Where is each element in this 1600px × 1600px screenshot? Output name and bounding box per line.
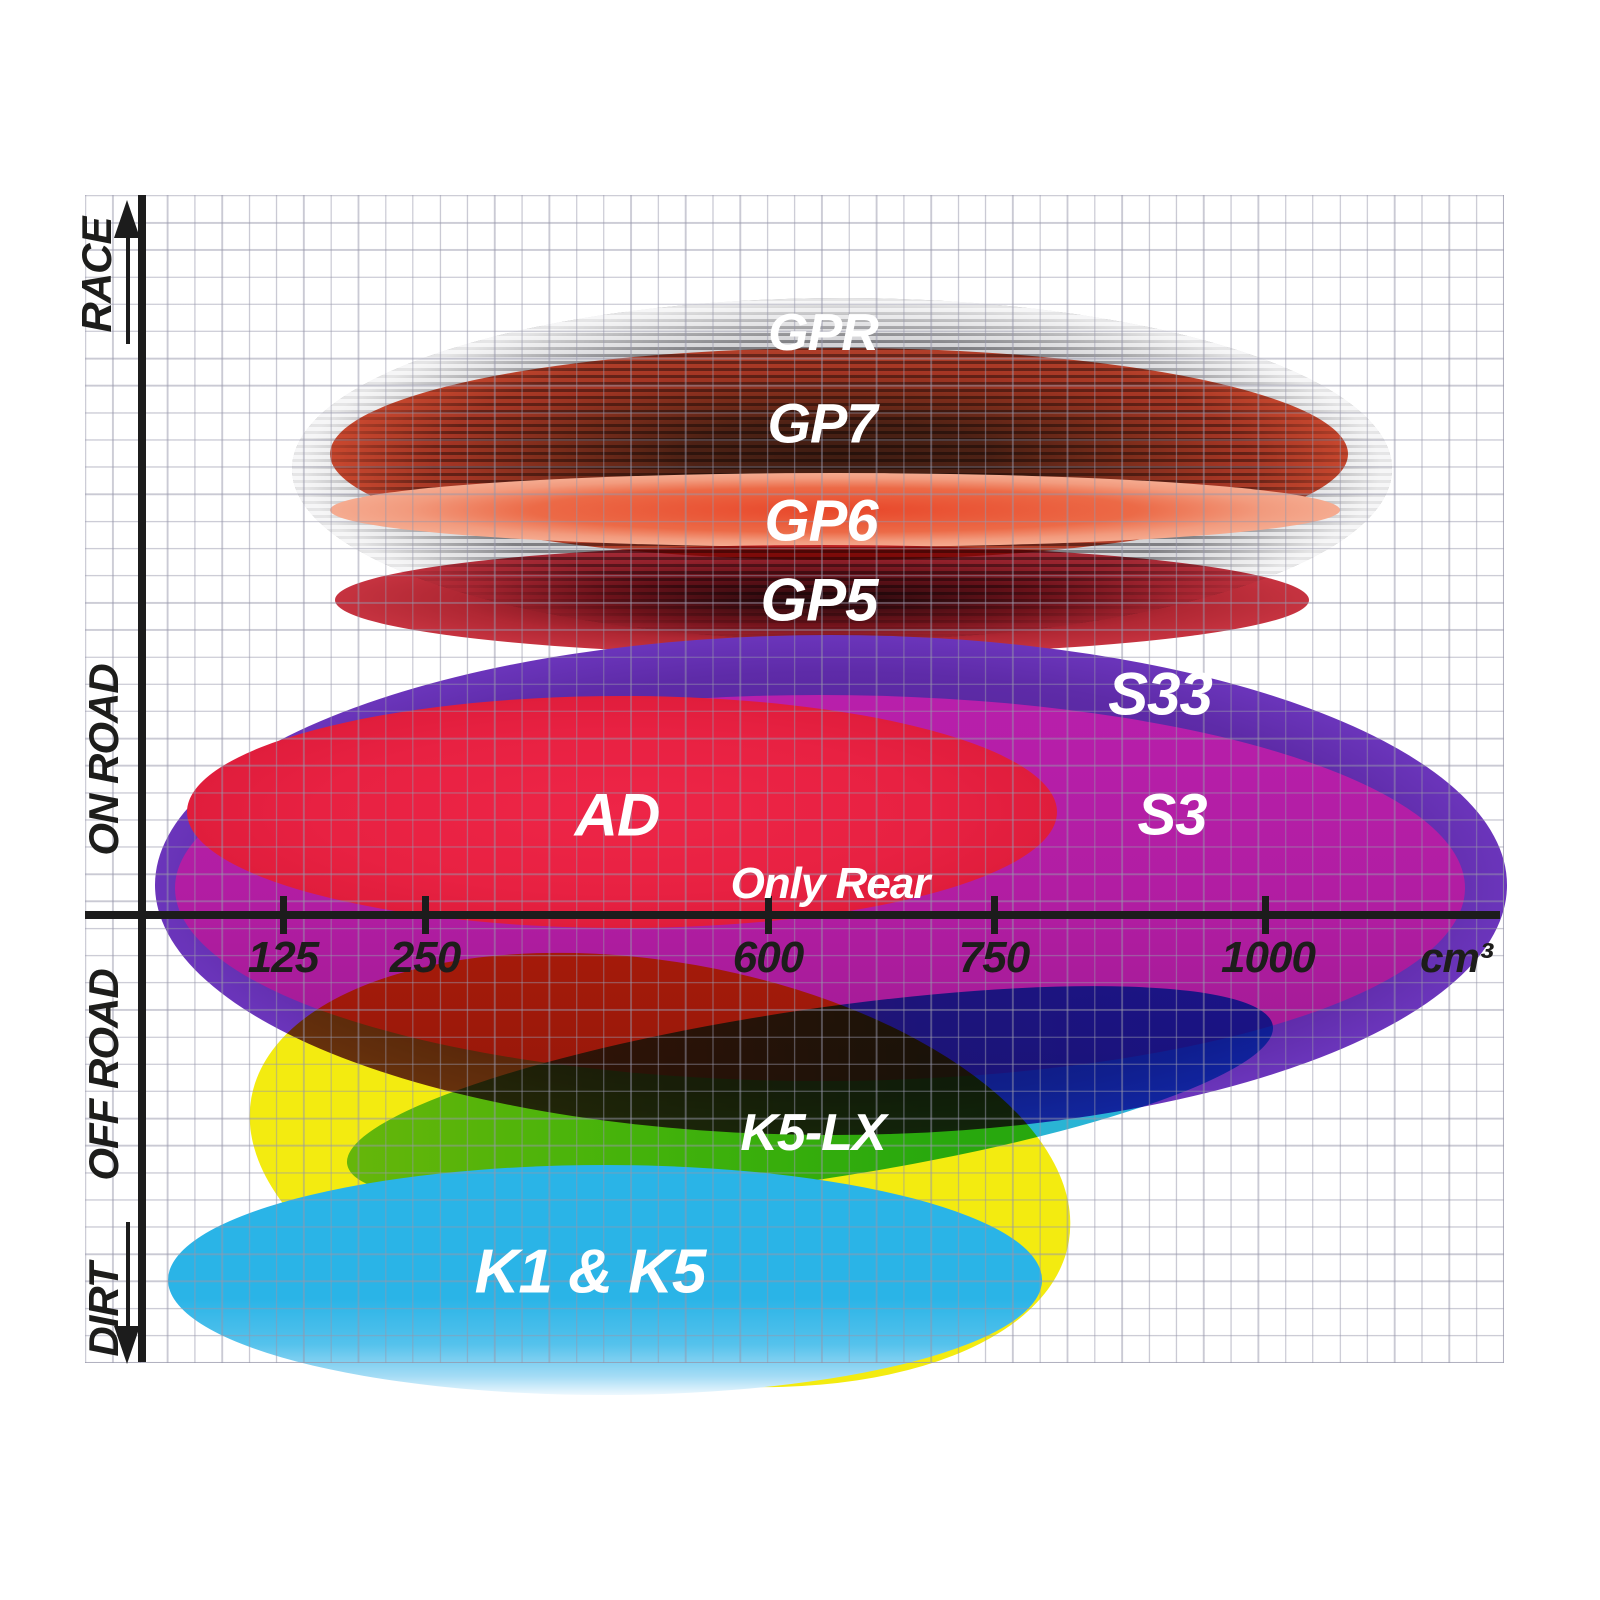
x-axis-line	[85, 911, 1500, 919]
x-tick-250	[422, 896, 429, 934]
race-arrow-up-line	[126, 236, 130, 344]
annotation-only-rear: Only Rear	[730, 859, 931, 908]
y-axis-line	[138, 195, 146, 1362]
x-tick-label-125: 125	[247, 933, 319, 982]
region-label-gpr: GPR	[768, 304, 879, 362]
region-label-k1k5: K1 & K5	[474, 1237, 707, 1307]
y-zone-label-race: RACE	[73, 217, 120, 333]
y-zone-label-dirt: DIRT	[80, 1263, 127, 1357]
y-zone-label-off-road: OFF ROAD	[80, 969, 127, 1181]
region-label-s33: S33	[1108, 660, 1213, 728]
x-tick-label-600: 600	[732, 933, 804, 982]
x-axis-unit-label: cm³	[1420, 934, 1493, 981]
x-tick-label-750: 750	[958, 933, 1030, 982]
y-zone-label-on-road: ON ROAD	[80, 664, 127, 856]
x-tick-label-250: 250	[389, 933, 461, 982]
x-tick-1000	[1262, 896, 1269, 934]
x-tick-750	[991, 896, 998, 934]
region-label-gp5: GP5	[760, 566, 878, 634]
region-label-gp7: GP7	[767, 391, 877, 455]
region-label-gp6: GP6	[764, 488, 878, 554]
region-label-k5lx: K5-LX	[740, 1104, 886, 1162]
region-label-ad: AD	[574, 781, 661, 849]
x-tick-label-1000: 1000	[1221, 933, 1316, 982]
x-tick-125	[280, 896, 287, 934]
region-label-s3: S3	[1137, 782, 1208, 848]
